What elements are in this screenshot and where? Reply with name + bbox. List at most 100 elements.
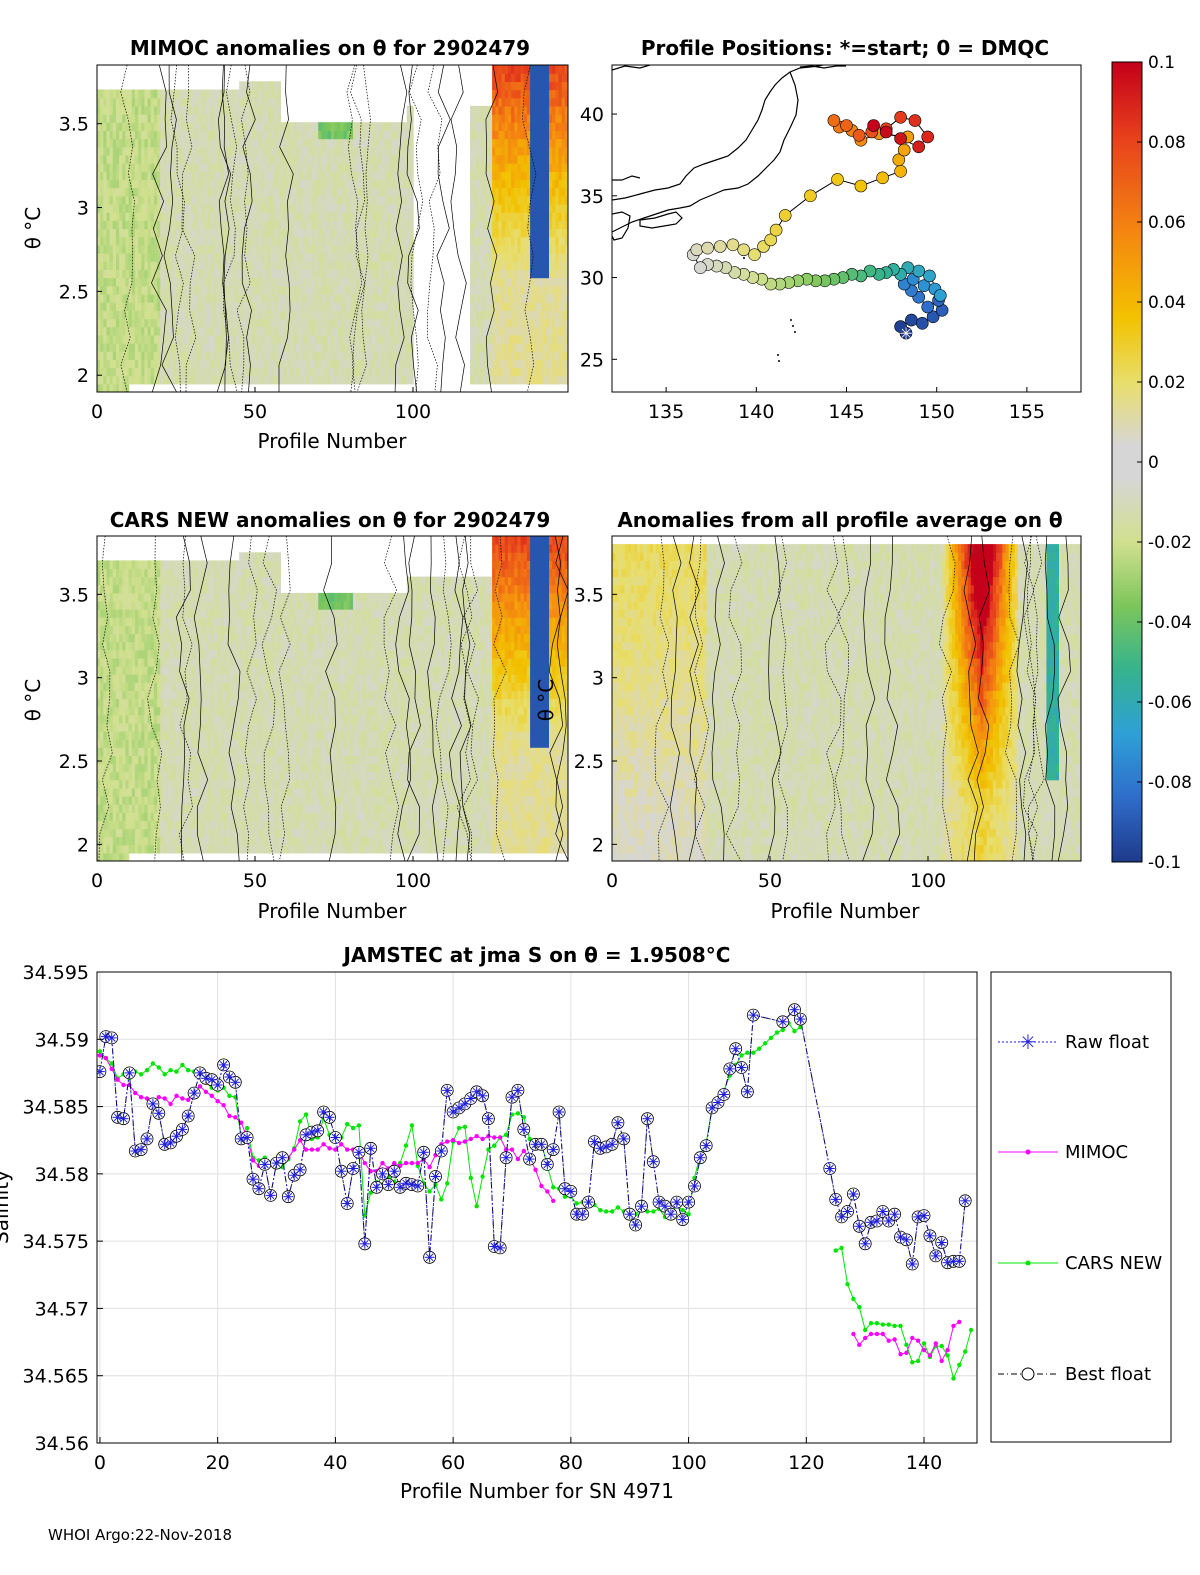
anomaly-cell (495, 195, 500, 205)
anomaly-cell (232, 334, 237, 344)
anomaly-cell (498, 146, 503, 156)
y-tick-label: 35 (580, 186, 604, 208)
anomaly-cell (116, 285, 120, 295)
anomaly-cell (387, 269, 392, 279)
anomaly-cell (555, 342, 560, 352)
anomaly-cell (97, 351, 101, 360)
anomaly-cell (318, 375, 323, 385)
anomaly-cell (116, 105, 120, 115)
anomaly-cell (207, 179, 212, 189)
anomaly-cell (125, 236, 130, 246)
anomaly-cell (232, 195, 237, 205)
anomaly-cell (125, 105, 130, 115)
anomaly-cell (406, 212, 411, 221)
anomaly-cell (492, 89, 496, 99)
profile-position-marker (876, 171, 889, 185)
anomaly-cell (239, 171, 243, 181)
anomaly-cell (220, 375, 225, 385)
anomaly-cell (182, 244, 187, 254)
anomaly-cell (337, 171, 341, 181)
anomaly-cell (255, 154, 259, 164)
anomaly-cell (353, 302, 357, 311)
anomaly-cell (561, 293, 566, 303)
anomaly-cell (552, 277, 556, 287)
anomaly-cell (207, 351, 212, 360)
anomaly-cell (526, 236, 531, 246)
anomaly-cell (172, 122, 177, 131)
anomaly-cell (346, 318, 351, 328)
anomaly-cell (283, 171, 288, 181)
anomaly-cell (270, 179, 275, 189)
anomaly-cell (394, 204, 398, 213)
anomaly-cell (479, 367, 484, 377)
anomaly-cell (514, 89, 519, 99)
anomaly-cell (182, 302, 187, 311)
anomaly-cell (482, 318, 487, 328)
anomaly-cell (362, 212, 367, 221)
anomaly-cell (280, 375, 285, 385)
anomaly-cell (229, 310, 234, 320)
anomaly-cell (346, 342, 351, 352)
anomaly-cell (346, 171, 351, 181)
anomaly-cell (346, 351, 351, 360)
anomaly-cell (144, 130, 149, 140)
anomaly-cell (330, 277, 335, 287)
anomaly-cell (555, 130, 560, 140)
anomaly-cell (346, 285, 351, 295)
anomaly-cell (533, 97, 537, 107)
anomaly-cell (394, 228, 398, 238)
anomaly-cell (195, 163, 199, 172)
anomaly-cell (346, 277, 351, 287)
anomaly-cell (470, 359, 474, 369)
anomaly-cell (150, 318, 155, 328)
anomaly-cell (473, 302, 477, 311)
anomaly-cell (232, 342, 237, 352)
anomaly-cell (201, 122, 206, 131)
anomaly-cell (356, 146, 360, 156)
anomaly-cell (321, 212, 326, 221)
anomaly-cell (128, 302, 133, 311)
anomaly-cell (470, 334, 474, 344)
anomaly-cell (160, 302, 164, 311)
anomaly-cell (267, 163, 272, 172)
anomaly-cell (163, 220, 168, 230)
anomaly-cell (308, 269, 313, 279)
anomaly-cell (394, 138, 398, 148)
anomaly-cell (504, 367, 509, 377)
anomaly-cell (526, 97, 531, 107)
anomaly-cell (201, 171, 206, 181)
anomaly-cell (394, 220, 398, 230)
anomaly-cell (109, 763, 114, 773)
anomaly-cell (239, 154, 243, 164)
anomaly-cell (220, 302, 225, 311)
anomaly-cell (210, 261, 215, 270)
island-dot (794, 331, 796, 333)
anomaly-cell (207, 228, 212, 238)
anomaly-cell (482, 138, 487, 148)
anomaly-cell (116, 204, 120, 213)
anomaly-cell (299, 236, 304, 246)
anomaly-cell (533, 212, 537, 221)
anomaly-cell (179, 154, 183, 164)
anomaly-cell (489, 236, 493, 246)
anomaly-cell (191, 228, 196, 238)
anomaly-cell (495, 114, 500, 123)
anomaly-cell (138, 228, 142, 238)
anomaly-cell (131, 293, 136, 303)
anomaly-cell (176, 318, 180, 328)
anomaly-cell (141, 228, 146, 238)
anomaly-cell (163, 179, 168, 189)
anomaly-cell (163, 187, 168, 197)
anomaly-cell (217, 293, 221, 303)
anomaly-cell (476, 212, 481, 221)
anomaly-cell (542, 73, 547, 82)
anomaly-cell (138, 122, 142, 131)
anomaly-cell (97, 771, 101, 781)
anomaly-cell (223, 163, 228, 172)
anomaly-cell (182, 285, 187, 295)
anomaly-cell (172, 204, 177, 213)
anomaly-cell (343, 318, 348, 328)
anomaly-cell (337, 277, 341, 287)
anomaly-cell (239, 342, 243, 352)
anomaly-cell (251, 195, 256, 205)
